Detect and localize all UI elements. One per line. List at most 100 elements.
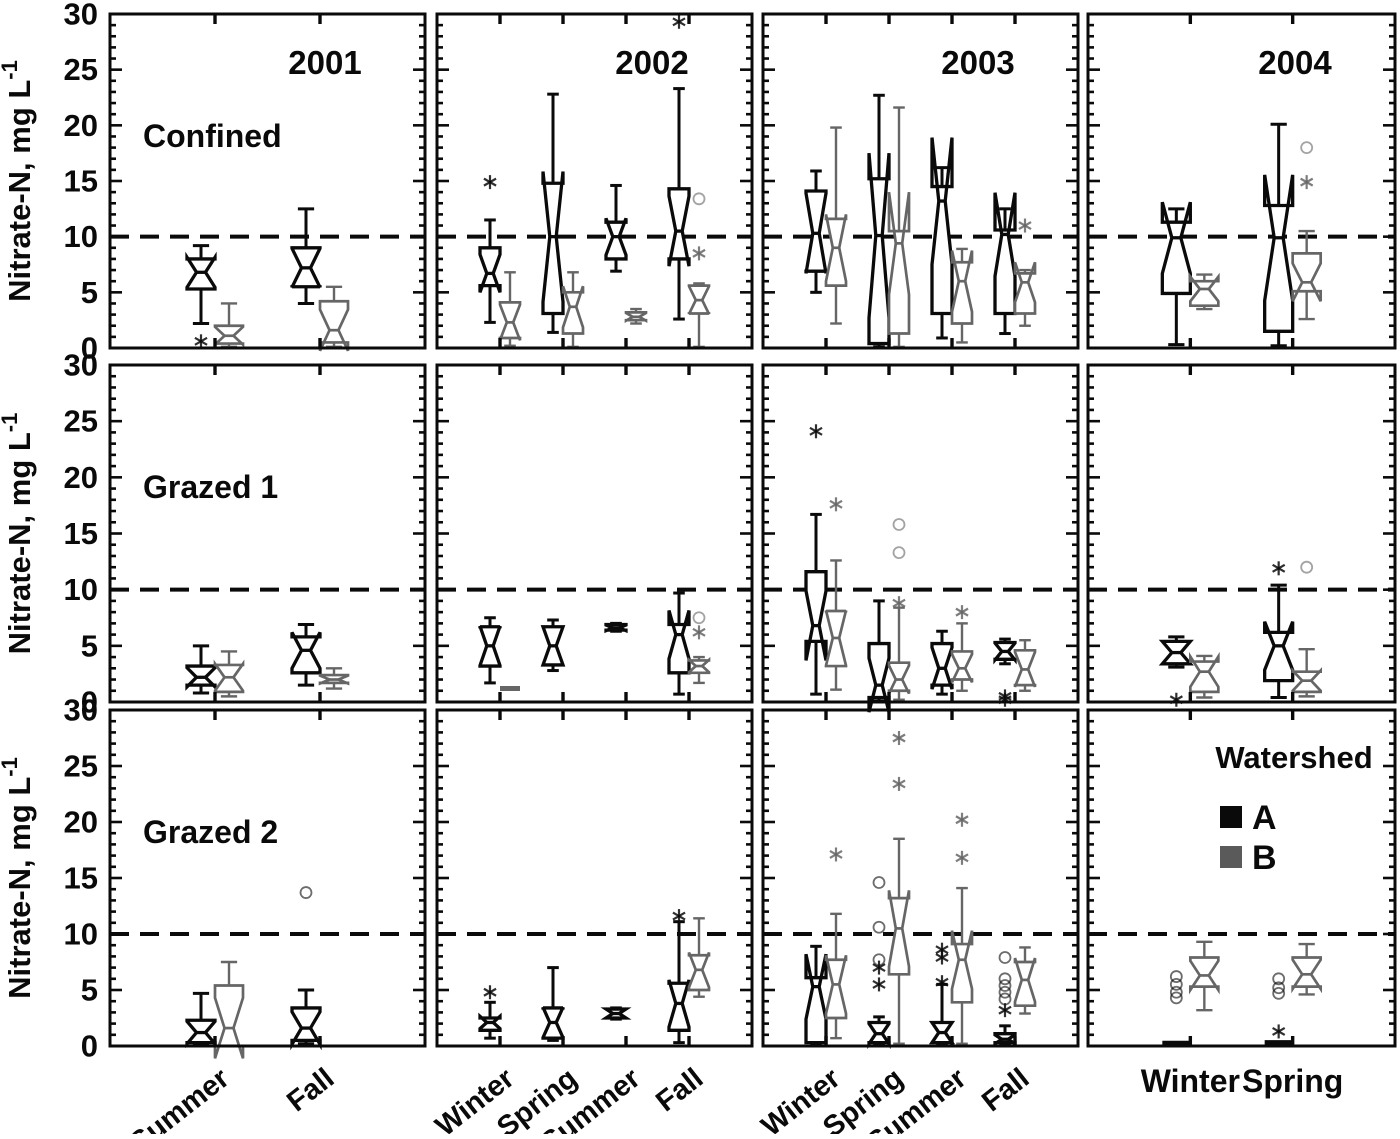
box-winter-watershed-B	[1188, 651, 1220, 699]
outlier-circle	[1169, 985, 1183, 999]
box-winter-watershed-A	[804, 424, 828, 696]
svg-text:Fall: Fall	[650, 1062, 709, 1118]
panel-border	[108, 363, 427, 704]
year-label: 2004	[1258, 44, 1332, 81]
x-tick-label: Summer	[124, 1062, 235, 1139]
box-fall-watershed-A	[290, 886, 322, 1051]
box-fall-watershed-B	[687, 917, 711, 998]
outlier-asterisk	[955, 812, 969, 827]
box-summer-watershed-A	[185, 244, 217, 349]
y-tick-label: 25	[64, 749, 98, 784]
svg-text:Fall: Fall	[281, 1062, 340, 1118]
outlier-circle	[892, 546, 906, 559]
outlier-asterisk	[829, 847, 843, 862]
outlier-asterisk	[955, 605, 969, 620]
outlier-circle	[892, 518, 906, 531]
box-fall-watershed-B	[318, 667, 350, 690]
outlier-circle	[998, 972, 1012, 986]
y-tick-label: 10	[64, 219, 98, 254]
box-spring-watershed-B	[887, 518, 911, 701]
box-fall-watershed-A	[993, 637, 1017, 707]
y-tick-label: 30	[64, 348, 98, 383]
box-winter-watershed-A	[478, 985, 502, 1040]
outlier-circle	[1272, 972, 1286, 986]
panel-confined-2003: 2003	[761, 12, 1080, 350]
x-tick-label: Fall	[281, 1062, 340, 1118]
box-spring-watershed-B	[1291, 560, 1323, 698]
box-winter-watershed-A	[1162, 970, 1191, 1046]
y-tick-label: 15	[64, 861, 98, 896]
outlier-asterisk	[872, 960, 886, 975]
box-winter-watershed-A	[804, 169, 828, 294]
box-summer-watershed-A	[604, 621, 628, 634]
outlier-circle	[1300, 141, 1314, 155]
panel-grazed-1-2001: Grazed 1	[108, 363, 427, 704]
svg-text:Fall: Fall	[976, 1062, 1035, 1118]
outlier-circle	[1300, 560, 1314, 574]
year-label: 2002	[615, 44, 688, 81]
panel-border	[1086, 363, 1397, 704]
y-tick-label: 20	[64, 108, 98, 143]
panel-border	[1086, 12, 1397, 350]
box-summer-watershed-A	[930, 137, 954, 340]
y-tick-label: 5	[81, 628, 98, 663]
box-winter-watershed-B	[1188, 940, 1220, 1012]
outlier-circle	[998, 992, 1012, 1006]
box-fall-watershed-A	[290, 622, 322, 687]
box-spring-watershed-B	[887, 731, 911, 1045]
y-tick-label: 0	[81, 1029, 98, 1064]
outlier-asterisk	[1272, 561, 1286, 576]
box-spring-watershed-A	[867, 599, 891, 713]
y-tick-label: 30	[64, 0, 98, 32]
legend-title: Watershed	[1215, 740, 1372, 775]
outlier-circle	[998, 985, 1012, 999]
outlier-asterisk	[692, 246, 706, 261]
box-spring-watershed-B	[1291, 942, 1323, 996]
row-label: Grazed 2	[143, 814, 278, 850]
box-fall-watershed-A	[667, 909, 691, 1045]
outlier-circle	[1272, 981, 1286, 995]
y-tick-label: 25	[64, 404, 98, 439]
outlier-circle	[872, 920, 886, 934]
box-spring-watershed-B	[561, 271, 585, 349]
outlier-asterisk	[809, 424, 823, 439]
panel-grazed-2-2003	[761, 708, 1080, 1050]
legend-watershed: Watershed AB	[1215, 740, 1372, 877]
outlier-asterisk	[483, 175, 497, 190]
box-fall-watershed-A	[667, 14, 691, 321]
y-tick-label: 10	[64, 917, 98, 952]
y-tick-label: 15	[64, 164, 98, 199]
box-winter-watershed-A	[478, 616, 502, 685]
x-tick-label: Fall	[976, 1062, 1035, 1118]
box-spring-watershed-A	[540, 618, 566, 673]
box-summer-watershed-B	[213, 650, 245, 698]
y-axis-label: Nitrate-N, mg L-1	[0, 757, 37, 999]
box-winter-watershed-A	[478, 175, 502, 324]
box-fall-watershed-B	[1013, 639, 1037, 692]
outlier-asterisk	[1272, 1024, 1286, 1039]
y-tick-label: 0	[81, 685, 98, 720]
box-winter-watershed-A	[804, 944, 828, 1047]
panel-border	[108, 708, 427, 1048]
box-fall-watershed-A	[290, 207, 322, 305]
y-tick-label: 5	[81, 973, 98, 1008]
outlier-asterisk	[998, 1003, 1012, 1018]
outlier-asterisk	[672, 909, 686, 924]
box-fall-watershed-B	[1013, 946, 1037, 1015]
outlier-asterisk	[672, 14, 686, 29]
row-label: Confined	[143, 118, 282, 154]
outlier-circle	[998, 979, 1012, 992]
outlier-circle	[1272, 986, 1286, 1000]
year-label: 2003	[941, 44, 1014, 81]
panel-grazed-1-2004	[1086, 363, 1397, 707]
box-fall-watershed-B	[687, 611, 711, 685]
box-fall-watershed-B	[687, 192, 711, 349]
box-fall-watershed-B	[1013, 218, 1037, 327]
outlier-asterisk	[1018, 218, 1032, 233]
box-spring-watershed-A	[1264, 972, 1293, 1046]
box-spring-watershed-A	[1263, 122, 1295, 348]
box-winter-watershed-B	[1188, 272, 1220, 311]
outlier-circle	[299, 886, 313, 899]
box-spring-watershed-A	[541, 92, 565, 334]
